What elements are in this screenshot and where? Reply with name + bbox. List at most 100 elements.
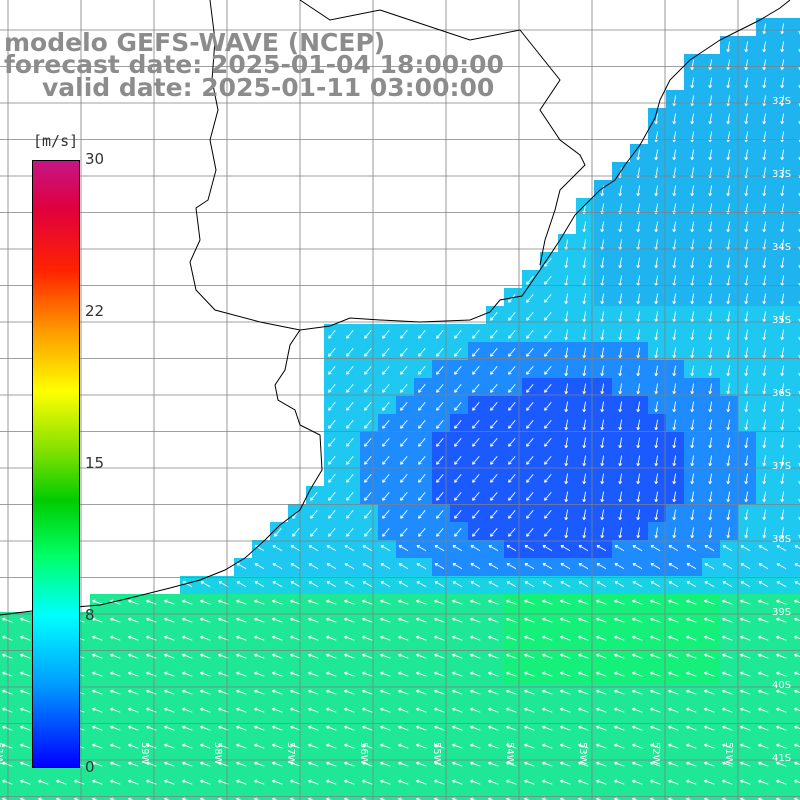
wind-arrow — [436, 510, 444, 519]
wind-arrow — [794, 563, 800, 567]
wind-arrow — [508, 366, 516, 375]
wind-arrow — [506, 743, 517, 749]
wind-arrow — [578, 707, 589, 713]
wind-arrow — [20, 617, 31, 623]
wind-arrow — [780, 383, 785, 395]
wind-arrow — [578, 581, 589, 588]
wind-arrow — [618, 401, 623, 413]
wind-arrow — [744, 77, 749, 89]
wind-arrow — [582, 329, 587, 341]
wind-arrow — [472, 528, 480, 537]
wind-arrow — [92, 653, 103, 659]
wind-arrow — [128, 743, 139, 749]
wind-arrow — [416, 617, 427, 623]
wind-arrow — [236, 689, 247, 695]
wind-arrow — [470, 653, 481, 659]
wind-arrow — [726, 437, 731, 449]
wind-arrow — [758, 689, 769, 695]
wind-arrow — [704, 725, 715, 731]
wind-arrow — [614, 761, 625, 767]
wind-arrow — [380, 761, 391, 767]
wind-arrow — [506, 671, 517, 677]
wind-arrow — [452, 689, 463, 695]
wind-arrow — [236, 743, 247, 749]
wind-arrow — [434, 671, 445, 677]
wind-arrow — [564, 293, 569, 305]
wind-arrow — [780, 455, 785, 467]
wind-arrow — [582, 383, 587, 395]
wind-arrow — [758, 617, 769, 623]
wind-arrow — [578, 779, 589, 785]
wind-arrow — [776, 689, 787, 695]
wind-arrow — [596, 779, 607, 785]
wind-arrow — [542, 707, 553, 713]
wind-arrow — [362, 617, 373, 623]
wind-arrow — [600, 473, 605, 485]
wind-arrow — [400, 384, 408, 393]
wind-arrow — [726, 473, 731, 485]
wind-arrow — [632, 581, 643, 588]
wind-cell — [144, 792, 162, 800]
wind-arrow — [650, 635, 661, 641]
wind-arrow — [182, 653, 193, 659]
wind-arrow — [326, 617, 337, 623]
wind-arrow — [2, 689, 13, 695]
wind-cell — [702, 792, 720, 800]
wind-arrow — [690, 257, 695, 269]
wind-arrow — [254, 725, 265, 731]
wind-cell — [792, 792, 800, 800]
wind-arrow — [164, 653, 175, 659]
wind-cell — [684, 792, 702, 800]
wind-arrow — [382, 510, 390, 519]
wind-cell — [432, 792, 450, 800]
wind-arrow — [254, 635, 265, 641]
wind-arrow — [632, 725, 643, 731]
wind-arrow — [560, 743, 571, 749]
wind-cell — [180, 792, 198, 800]
wind-arrow — [596, 635, 607, 641]
wind-arrow — [508, 384, 516, 393]
wind-arrow — [776, 635, 787, 641]
wind-arrow — [690, 401, 695, 413]
forecast-date: forecast date: 2025-01-04 18:00:00 — [4, 50, 504, 79]
wind-arrow — [346, 420, 354, 429]
wind-arrow — [454, 384, 462, 393]
wind-arrow — [600, 437, 605, 449]
wind-arrow — [416, 743, 427, 749]
wind-arrow — [308, 671, 319, 677]
wind-cell — [792, 90, 800, 108]
wind-arrow — [524, 545, 535, 552]
wind-arrow — [254, 707, 265, 713]
wind-arrow — [704, 599, 715, 605]
wind-arrow — [362, 581, 373, 588]
wind-arrow — [690, 383, 695, 395]
wind-arrow — [472, 456, 480, 465]
wind-arrow — [650, 581, 661, 588]
colorbar-tick: 22 — [85, 302, 105, 320]
wind-arrow — [758, 707, 769, 713]
wind-arrow — [254, 599, 265, 605]
wind-arrow — [650, 761, 661, 767]
wind-arrow — [600, 329, 605, 341]
wind-arrow — [780, 113, 785, 125]
wind-cell — [594, 792, 612, 800]
wind-arrow — [346, 402, 354, 411]
wind-arrow — [364, 420, 372, 429]
wind-arrow — [636, 437, 641, 449]
wind-arrow — [272, 635, 283, 641]
wind-arrow — [560, 581, 571, 588]
wind-arrow — [506, 581, 517, 588]
wind-arrow — [508, 456, 516, 465]
wind-arrow — [290, 761, 301, 767]
wind-arrow — [722, 545, 733, 552]
wind-arrow — [560, 545, 571, 552]
wind-arrow — [200, 761, 211, 767]
wind-arrow — [434, 545, 445, 552]
wind-arrow — [614, 617, 625, 623]
wind-arrow — [470, 599, 481, 605]
wind-arrow — [600, 347, 605, 359]
wind-arrow — [794, 725, 800, 730]
wind-arrow — [308, 599, 319, 605]
wind-arrow — [690, 329, 695, 341]
wind-arrow — [780, 221, 785, 233]
